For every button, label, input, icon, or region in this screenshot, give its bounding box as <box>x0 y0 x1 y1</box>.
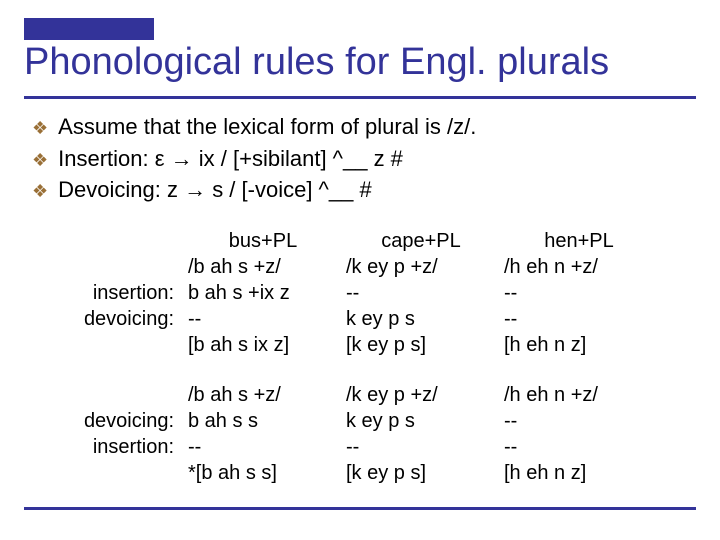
table-cell: /h eh n +z/ <box>504 382 654 408</box>
bullet-text: Insertion: ε → ix / [+sibilant] ^__ z # <box>58 144 696 174</box>
row-label <box>60 460 180 486</box>
table-cell: -- <box>504 408 654 434</box>
table-cell: -- <box>504 280 654 306</box>
row-label <box>60 332 180 358</box>
diamond-icon: ❖ <box>32 148 48 172</box>
row-label: devoicing: <box>60 306 180 332</box>
col-header: bus+PL <box>188 228 338 254</box>
bottom-underline <box>24 507 696 510</box>
table-cell: k ey p s <box>346 408 496 434</box>
table-cell: [b ah s ix z] <box>188 332 338 358</box>
table-cell: k ey p s <box>346 306 496 332</box>
table-cell: /h eh n +z/ <box>504 254 654 280</box>
accent-bar <box>24 18 154 40</box>
bullet-item: ❖ Insertion: ε → ix / [+sibilant] ^__ z … <box>32 144 696 174</box>
row-label <box>60 254 180 280</box>
table-cell: *[b ah s s] <box>188 460 338 486</box>
col-header: cape+PL <box>346 228 496 254</box>
table-cell: -- <box>346 434 496 460</box>
table-cell: -- <box>188 306 338 332</box>
table-cell: [h eh n z] <box>504 332 654 358</box>
table-cell: b ah s s <box>188 408 338 434</box>
diamond-icon: ❖ <box>32 179 48 203</box>
row-label: insertion: <box>60 434 180 460</box>
table-1: bus+PL cape+PL hen+PL /b ah s +z/ /k ey … <box>60 228 680 358</box>
table-cell: /k ey p +z/ <box>346 254 496 280</box>
table-cell: -- <box>188 434 338 460</box>
table-cell: [k ey p s] <box>346 460 496 486</box>
row-label: devoicing: <box>60 408 180 434</box>
table-cell: [h eh n z] <box>504 460 654 486</box>
diamond-icon: ❖ <box>32 116 48 140</box>
tables-area: bus+PL cape+PL hen+PL /b ah s +z/ /k ey … <box>60 228 680 510</box>
table-cell: -- <box>504 306 654 332</box>
row-label: insertion: <box>60 280 180 306</box>
table-2: /b ah s +z/ /k ey p +z/ /h eh n +z/ devo… <box>60 382 680 486</box>
row-label <box>60 228 180 254</box>
table-cell: -- <box>346 280 496 306</box>
table-cell: /b ah s +z/ <box>188 382 338 408</box>
bullet-item: ❖ Assume that the lexical form of plural… <box>32 112 696 142</box>
table-cell: -- <box>504 434 654 460</box>
table-cell: b ah s +ix z <box>188 280 338 306</box>
table-cell: /b ah s +z/ <box>188 254 338 280</box>
bullet-text: Assume that the lexical form of plural i… <box>58 112 696 142</box>
page-title: Phonological rules for Engl. plurals <box>24 42 696 90</box>
row-label <box>60 382 180 408</box>
title-underline <box>24 96 696 99</box>
bullet-list: ❖ Assume that the lexical form of plural… <box>32 112 696 207</box>
table-cell: [k ey p s] <box>346 332 496 358</box>
bullet-item: ❖ Devoicing: z → s / [-voice] ^__ # <box>32 175 696 205</box>
col-header: hen+PL <box>504 228 654 254</box>
table-cell: /k ey p +z/ <box>346 382 496 408</box>
bullet-text: Devoicing: z → s / [-voice] ^__ # <box>58 175 696 205</box>
